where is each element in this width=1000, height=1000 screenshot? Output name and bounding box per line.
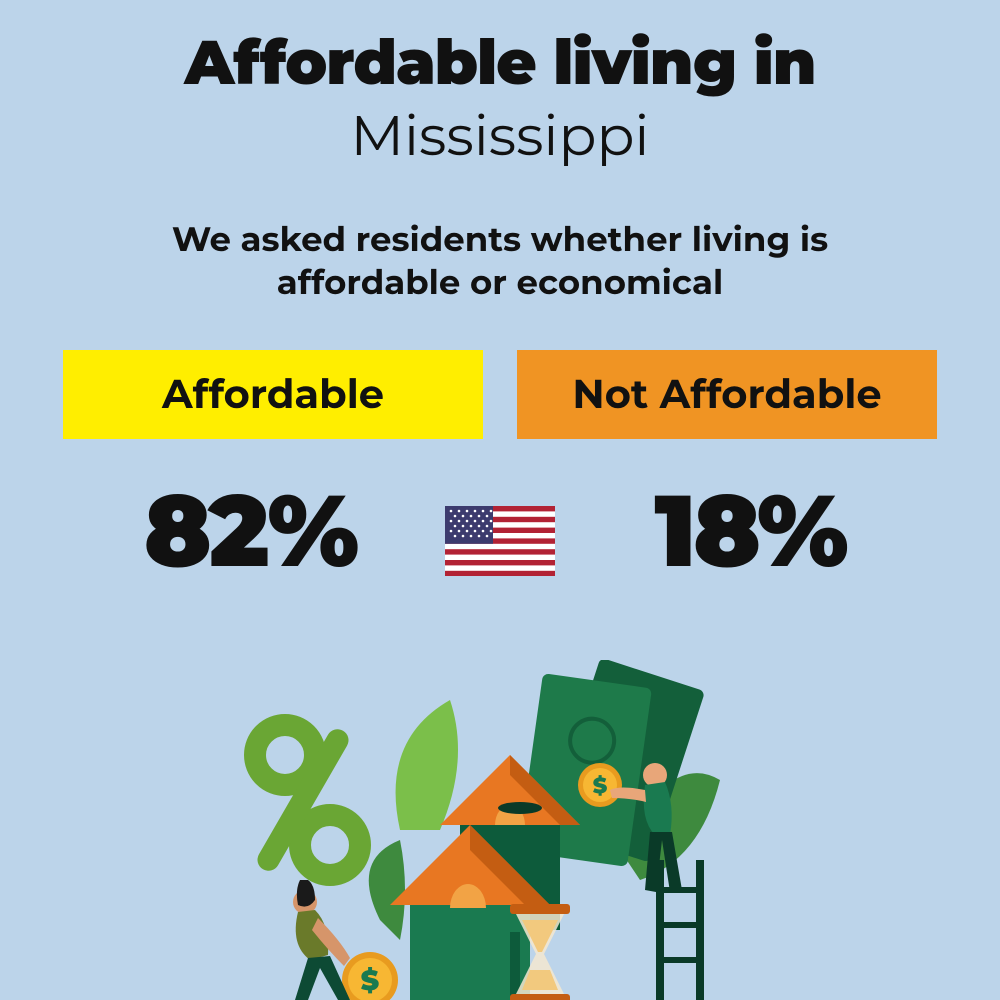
- subtitle-line2: affordable or economical: [277, 261, 723, 303]
- housing-money-illustration-icon: $ $: [200, 660, 800, 1000]
- affordable-percent: 82%: [85, 470, 415, 592]
- affordable-label-box: Affordable: [63, 350, 483, 439]
- subtitle: We asked residents whether living is aff…: [0, 218, 1000, 303]
- title-line1: Affordable living in: [0, 24, 1000, 100]
- infographic-canvas: Affordable living in Mississippi We aske…: [0, 0, 1000, 1000]
- labels-row: Affordable Not Affordable: [0, 350, 1000, 439]
- not-affordable-label-box: Not Affordable: [517, 350, 937, 439]
- not-affordable-percent: 18%: [585, 470, 915, 592]
- percent-symbol-icon: [253, 725, 360, 875]
- subtitle-line1: We asked residents whether living is: [172, 218, 828, 260]
- percents-row: 82%: [0, 470, 1000, 592]
- svg-text:$: $: [361, 964, 380, 998]
- us-flag-icon: [445, 506, 555, 576]
- title-line2: Mississippi: [0, 102, 1000, 170]
- svg-text:$: $: [593, 772, 608, 799]
